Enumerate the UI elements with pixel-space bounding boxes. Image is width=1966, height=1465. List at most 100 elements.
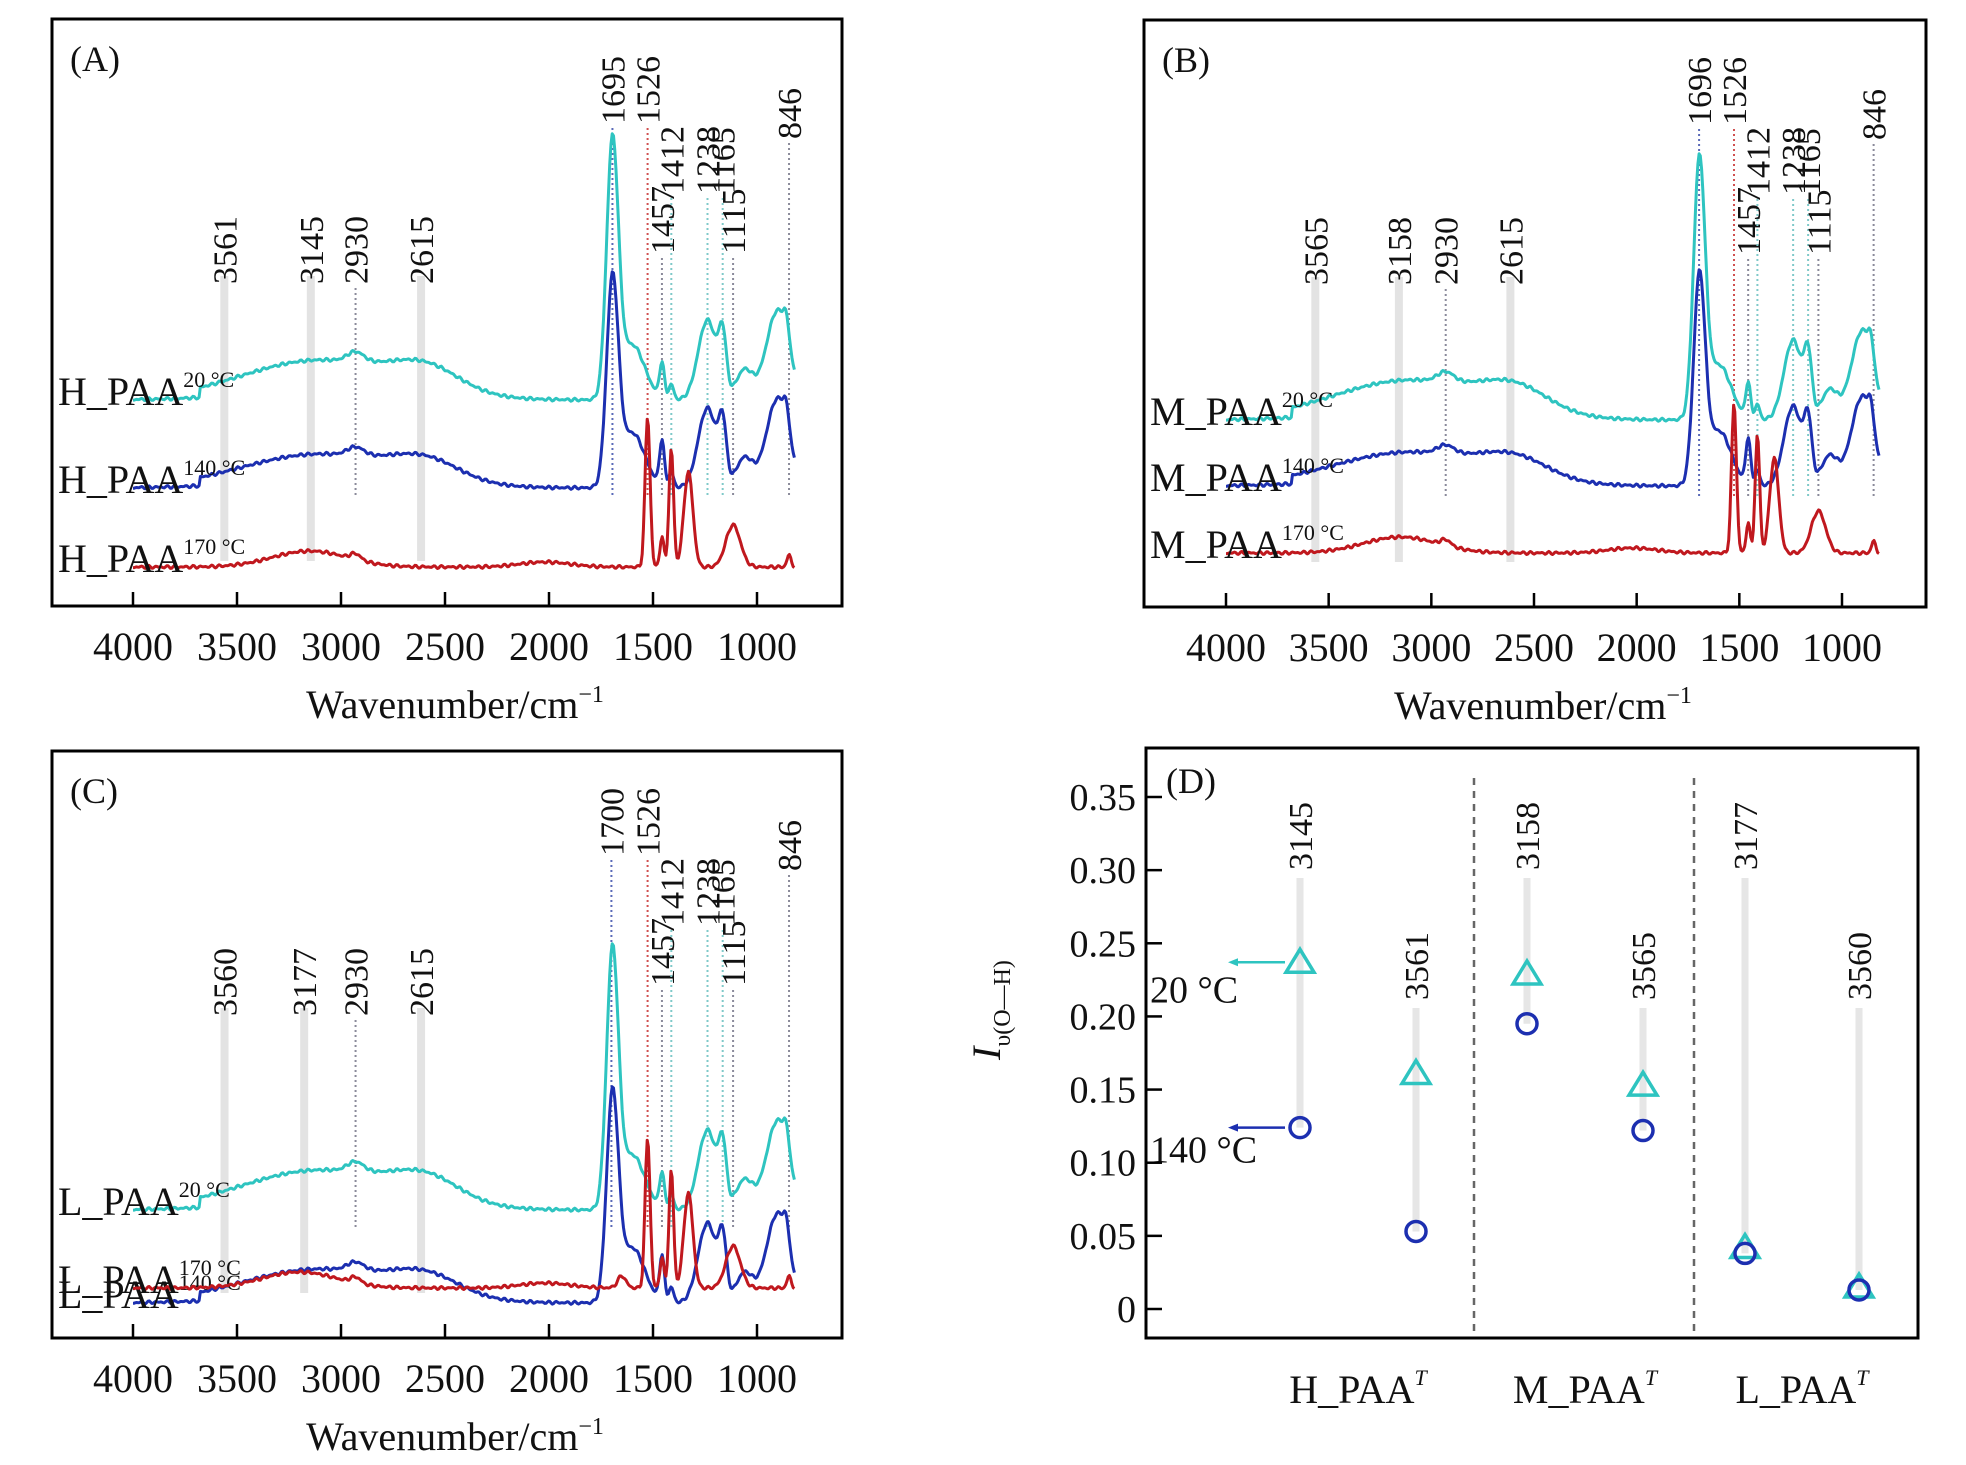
group-label-sup: T — [1414, 1365, 1428, 1390]
series-temp: 20 °C — [1282, 387, 1333, 412]
x-axis-label: Wavenumber/cm−1 — [306, 682, 604, 727]
group-label-sup: T — [1856, 1365, 1870, 1390]
peak-label-3158: 3158 — [1382, 217, 1419, 285]
peak-label-1165: 1165 — [706, 127, 743, 194]
series-label-t20: M_PAA20 °C — [1150, 387, 1333, 434]
y-axis-label: Iυ(O—H) — [964, 960, 1016, 1061]
peak-label-1412: 1412 — [654, 126, 691, 194]
peak-label-1696: 1696 — [1682, 57, 1719, 125]
x-tick-label: 1500 — [613, 1356, 693, 1401]
band-3561 — [220, 276, 229, 561]
band-2615 — [417, 276, 426, 561]
group-label-L_PAA: L_PAAT — [1735, 1365, 1870, 1412]
x-tick-label: 2000 — [509, 1356, 589, 1401]
x-tick-label: 3000 — [301, 1356, 381, 1401]
plot-frame — [1142, 18, 1928, 609]
x-tick-label: 1000 — [717, 624, 797, 669]
spectrum-t20 — [132, 942, 796, 1213]
peak-label-1457: 1457 — [645, 918, 682, 986]
x-axis-unit-exponent: −1 — [578, 682, 604, 708]
peak-label-2930: 2930 — [339, 948, 376, 1016]
band-3565 — [1311, 277, 1320, 562]
x-tick-label: 2000 — [1597, 625, 1677, 670]
series-temp: 20 °C — [179, 1177, 230, 1202]
peak-label-2930: 2930 — [1429, 217, 1466, 285]
wavenumber-label-3565: 3565 — [1626, 932, 1663, 1000]
peak-label-1457: 1457 — [645, 186, 682, 254]
x-tick-label: 1500 — [613, 624, 693, 669]
spectrum-t20 — [1225, 152, 1881, 423]
peak-label-1115: 1115 — [1801, 190, 1838, 255]
peak-label-3561: 3561 — [207, 216, 244, 284]
y-tick-label: 0.05 — [1070, 1216, 1137, 1258]
peak-label-1165: 1165 — [1791, 128, 1828, 195]
peak-label-3145: 3145 — [294, 216, 331, 284]
wavenumber-label-3561: 3561 — [1399, 932, 1436, 1000]
wavenumber-label-3177: 3177 — [1728, 802, 1765, 870]
peak-label-1165: 1165 — [706, 859, 743, 926]
arrow-20c-head — [1228, 958, 1238, 967]
plot-frame — [50, 749, 844, 1340]
wavenumber-label-3145: 3145 — [1283, 802, 1320, 870]
x-tick-label: 4000 — [93, 1356, 173, 1401]
series-temp: 140 °C — [1282, 453, 1344, 478]
series-temp: 20 °C — [183, 367, 234, 392]
peak-label-1695: 1695 — [595, 56, 632, 124]
peak-label-2615: 2615 — [404, 216, 441, 284]
series-label-t20: H_PAA20 °C — [58, 367, 234, 414]
band-3177 — [300, 1008, 309, 1293]
x-tick-label: 4000 — [1186, 625, 1266, 670]
marker-20c-3561 — [1398, 1057, 1434, 1086]
panel-d: 3145 3561 H_PAAT 3158 3565 M_PAAT 3177 3560 L_PA… — [964, 746, 1920, 1412]
legend-140c: 140 °C — [1150, 1130, 1257, 1172]
peak-label-1526: 1526 — [631, 788, 668, 856]
x-tick-label: 2000 — [509, 624, 589, 669]
peak-label-1526: 1526 — [1717, 57, 1754, 125]
peak-label-2615: 2615 — [404, 948, 441, 1016]
peak-label-1238: 1238 — [1776, 127, 1813, 195]
peak-label-1115: 1115 — [716, 921, 753, 986]
marker-140c-3565 — [1631, 1118, 1655, 1143]
plot-frame — [1144, 746, 1920, 1340]
peak-label-1700: 1700 — [594, 788, 631, 856]
peak-label-3565: 3565 — [1298, 217, 1335, 285]
x-tick-label: 2500 — [1494, 625, 1574, 670]
x-tick-label: 2500 — [405, 1356, 485, 1401]
series-label-t170: H_PAA170 °C — [58, 534, 245, 581]
spectrum-t170 — [132, 1138, 796, 1291]
series-temp: 170 °C — [183, 534, 245, 559]
marker-20c-3158 — [1509, 957, 1545, 986]
peak-label-2615: 2615 — [1493, 217, 1530, 285]
peak-label-846: 846 — [772, 820, 809, 871]
peak-label-1115: 1115 — [716, 189, 753, 254]
wavenumber-label-3560: 3560 — [1842, 932, 1879, 1000]
y-tick-label: 0.20 — [1070, 996, 1137, 1038]
panel-label: (C) — [70, 771, 118, 811]
y-tick-label: 0.15 — [1070, 1070, 1137, 1112]
panel-label: (A) — [70, 39, 120, 79]
spectrum-t170 — [1225, 403, 1880, 556]
x-tick-label: 4000 — [93, 624, 173, 669]
marker-140c-3560 — [1847, 1278, 1871, 1302]
marker-20c-3145 — [1282, 945, 1318, 975]
x-axis-unit-exponent: −1 — [578, 1414, 604, 1440]
peak-label-2930: 2930 — [339, 216, 376, 284]
x-axis-label: Wavenumber/cm−1 — [1394, 683, 1692, 728]
band-3560 — [220, 1008, 229, 1293]
plot-frame — [50, 17, 844, 608]
series-label-t140: H_PAA140 °C — [58, 455, 245, 502]
band-3158 — [1394, 277, 1403, 562]
marker-140c-3561 — [1404, 1219, 1428, 1244]
y-axis-label-sub: υ(O—H) — [990, 960, 1016, 1047]
y-tick-label: 0.25 — [1070, 923, 1137, 965]
x-tick-label: 3000 — [1391, 625, 1471, 670]
band-2615 — [417, 1008, 426, 1293]
wavenumber-label-3158: 3158 — [1510, 802, 1547, 870]
x-tick-label: 3000 — [301, 624, 381, 669]
marker-140c-3145 — [1288, 1115, 1312, 1140]
series-temp: 140 °C — [179, 1270, 241, 1295]
x-tick-label: 3500 — [197, 624, 277, 669]
